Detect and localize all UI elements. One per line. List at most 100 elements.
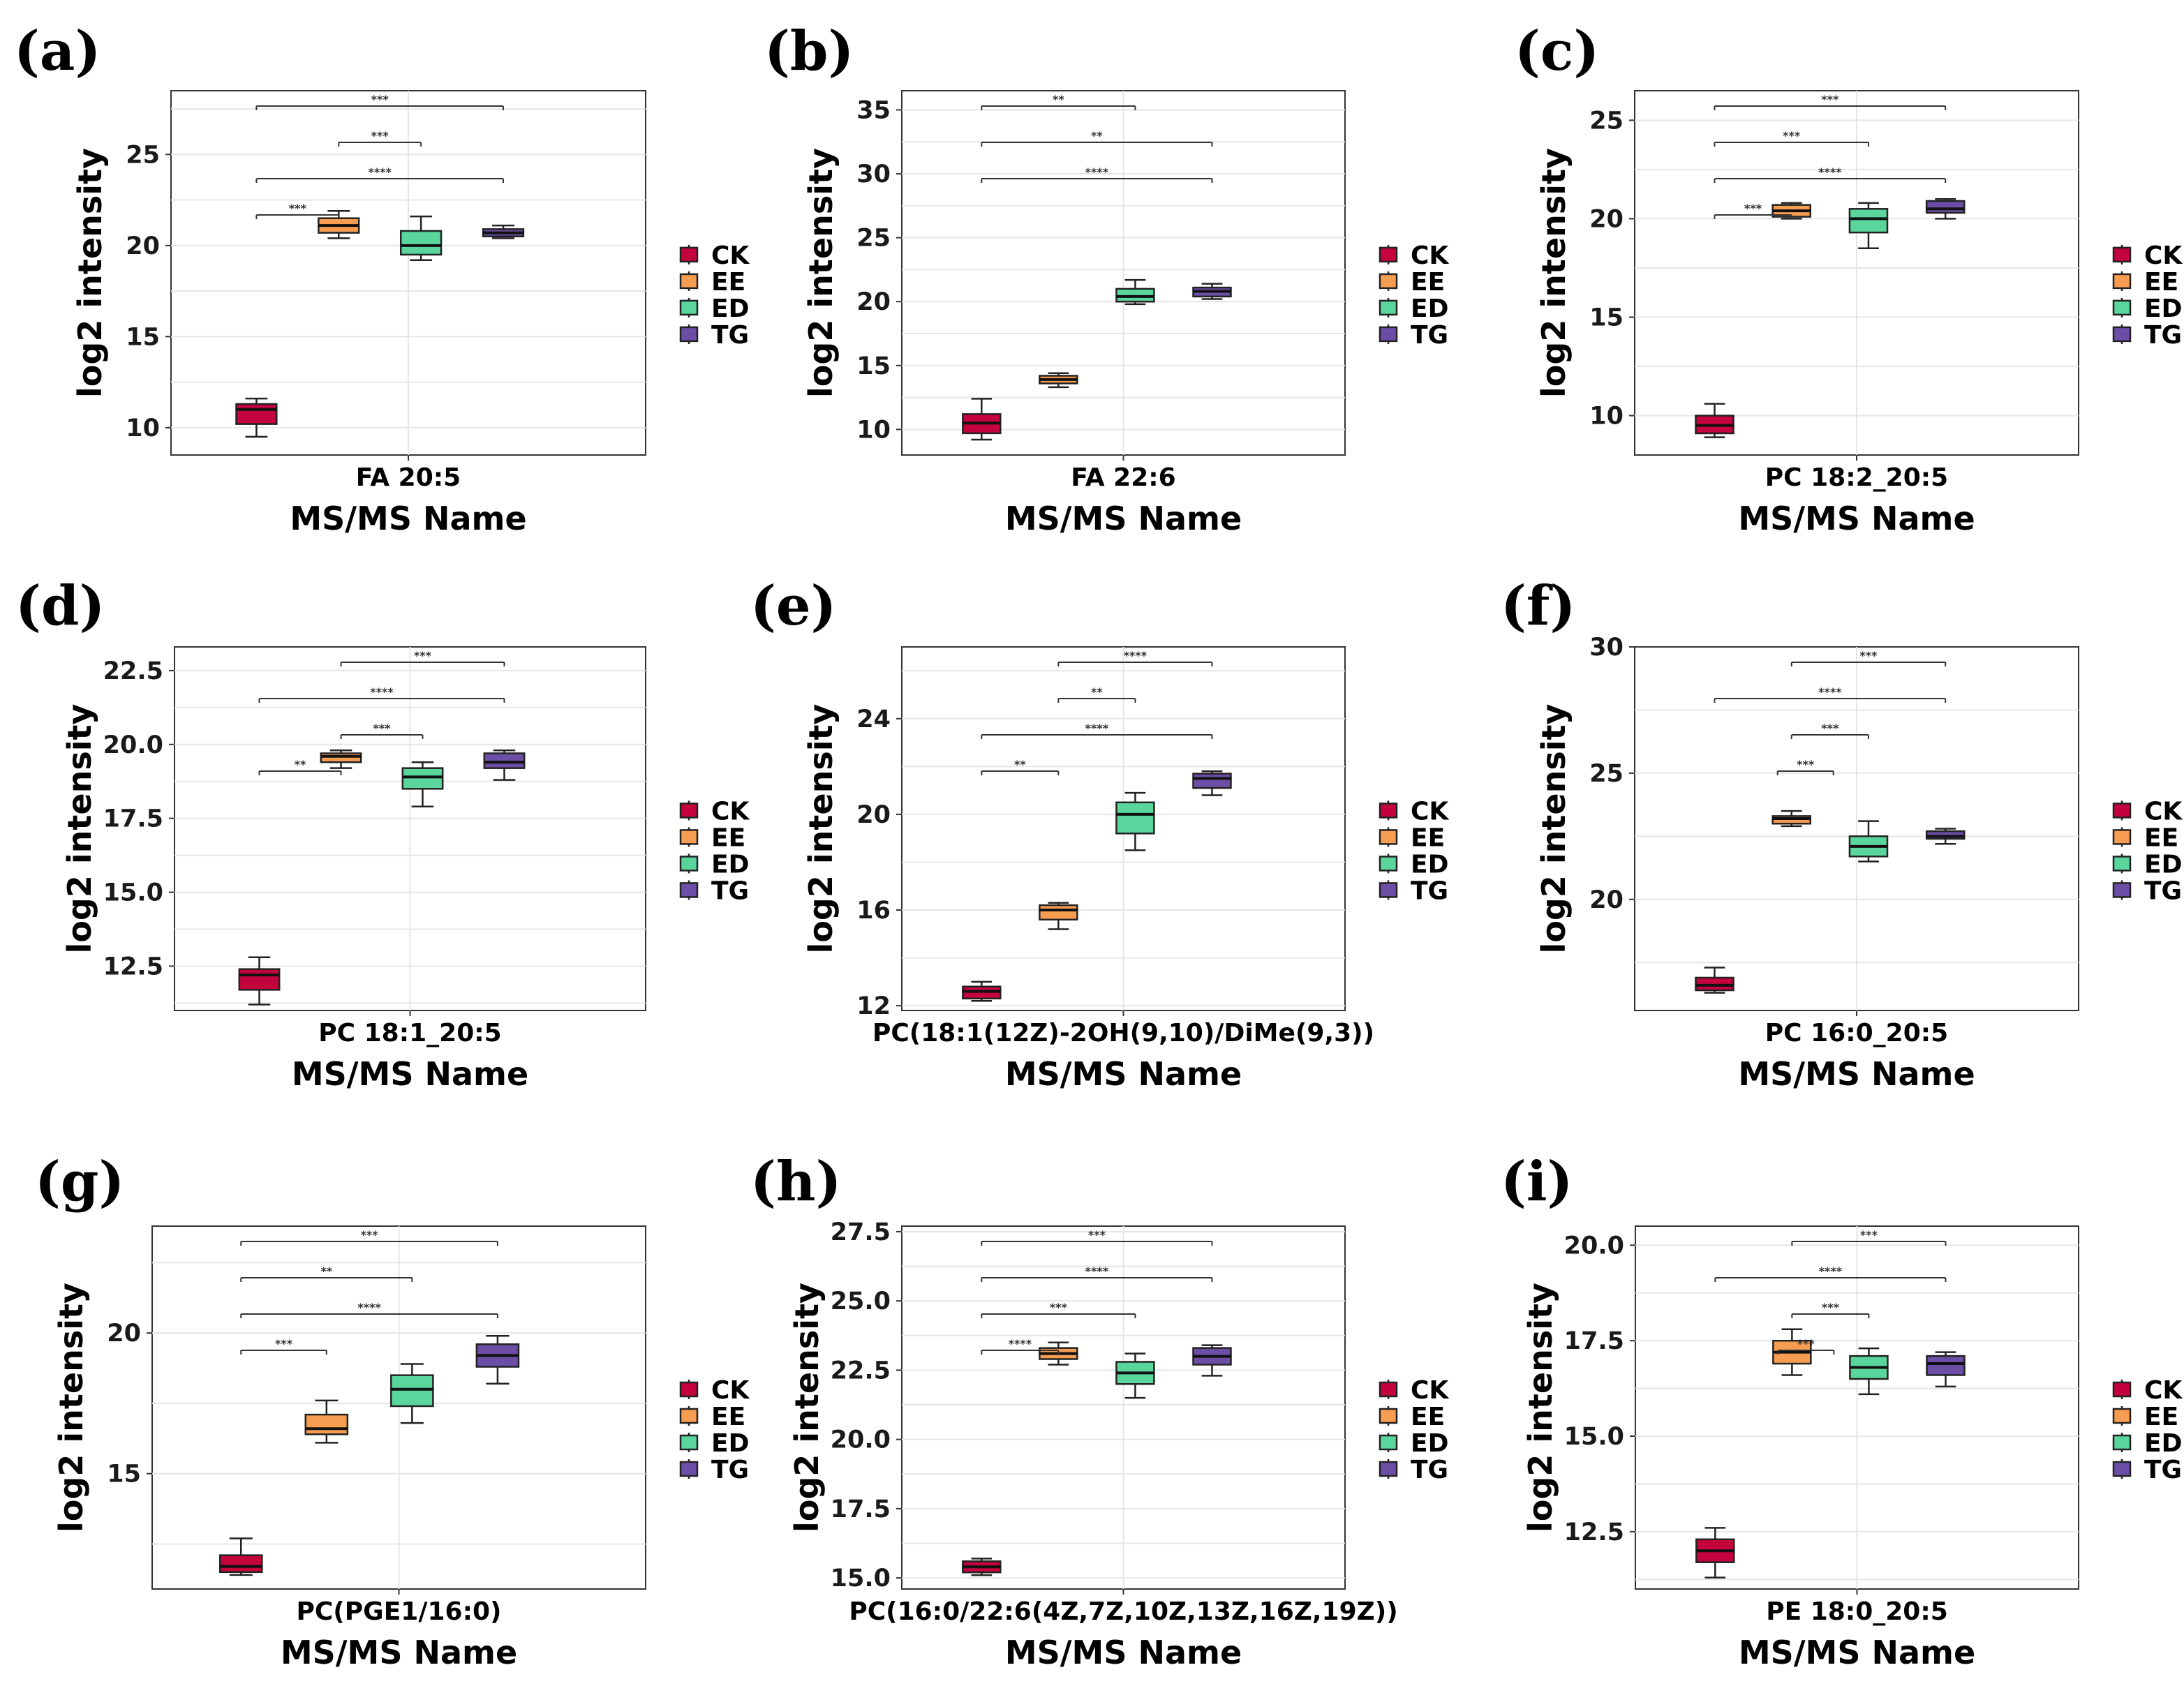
sig-label: *** <box>275 1337 293 1350</box>
y-tick-label: 15.0 <box>831 1565 891 1592</box>
sig-label: ** <box>1053 93 1064 106</box>
y-tick-label: 15 <box>1589 304 1624 331</box>
legend-key-tg <box>679 326 699 343</box>
significance-brackets: ************* <box>1714 649 1947 775</box>
y-tick-label: 15.0 <box>1564 1423 1624 1451</box>
legend-key-ck <box>2112 803 2132 819</box>
chart-panel-b: (b) 10 15 20 25 30 35 log2 intensity FA 22:6 MS/M… <box>764 20 1449 537</box>
legend-key-ee <box>2112 273 2132 290</box>
y-tick-label: 16 <box>856 897 891 925</box>
box-tg <box>1925 197 1966 220</box>
y-tick-label: 17.5 <box>831 1495 891 1523</box>
gridlines <box>902 647 1345 1010</box>
y-tick-label: 25 <box>1589 107 1624 135</box>
legend-key-tg <box>2112 882 2132 898</box>
sig-label: **** <box>357 1301 381 1314</box>
legend-key-ck <box>1379 1381 1398 1398</box>
y-tick-label: 25 <box>856 225 891 253</box>
sig-label: *** <box>1050 1301 1068 1314</box>
significance-brackets: ************* <box>1714 93 1947 219</box>
legend-key-ck <box>679 1381 699 1398</box>
box-ck <box>962 398 1002 441</box>
legend-key-ed <box>2112 1434 2132 1451</box>
legend-label-ck: CK <box>711 241 750 270</box>
legend-label-ee: EE <box>711 268 745 297</box>
box-ee <box>320 749 362 769</box>
y-tick-label: 30 <box>856 161 891 188</box>
y-tick-label: 30 <box>1589 634 1624 662</box>
box-tg <box>1926 1351 1966 1388</box>
legend-label-ck: CK <box>1411 797 1449 826</box>
chart-panel-c: (c) 10 15 20 25 log2 intensity PC 18:2_20:5 MS/… <box>1515 20 2183 537</box>
legend-key-tg <box>2112 326 2132 343</box>
legend-label-tg: TG <box>2144 321 2182 350</box>
legend-key-ck <box>1379 246 1398 263</box>
y-axis-label: log2 intensity <box>71 148 109 398</box>
sig-label: *** <box>1859 649 1878 662</box>
y-tick-label: 20 <box>1589 886 1624 914</box>
box-ed <box>399 215 443 261</box>
y-axis-label: log2 intensity <box>1535 704 1573 954</box>
legend-label-ck: CK <box>711 1376 750 1405</box>
box-tg <box>1192 283 1232 300</box>
legend-key-ed <box>1379 1434 1398 1451</box>
legend-label-ee: EE <box>2144 1403 2178 1431</box>
gridlines <box>174 647 646 1010</box>
x-axis-label: MS/MS Name <box>1005 500 1242 537</box>
sig-label: ** <box>1091 129 1103 142</box>
box-ck <box>1695 1527 1735 1579</box>
legend-key-ee <box>1379 1408 1398 1424</box>
box-ck <box>962 980 1002 1002</box>
box-ee <box>1039 372 1078 389</box>
y-tick-label: 10 <box>126 415 160 442</box>
legend-key-ee <box>1379 273 1398 290</box>
y-tick-label: 20 <box>107 1320 141 1348</box>
legend-label-ee: EE <box>711 823 745 852</box>
legend-label-ed: ED <box>1411 294 1448 323</box>
panel-label: (g) <box>35 1150 124 1214</box>
box-body <box>483 752 526 769</box>
y-tick-label: 35 <box>856 96 891 124</box>
legend-key-ck <box>2112 246 2132 263</box>
significance-brackets: ************* <box>255 93 504 219</box>
sig-label: *** <box>371 93 389 106</box>
legend-label-tg: TG <box>711 1456 749 1484</box>
x-axis-label: MS/MS Name <box>1738 1055 1975 1093</box>
legend-label-ed: ED <box>1411 1429 1448 1458</box>
box-ed <box>401 761 444 807</box>
panel-label: (d) <box>15 574 105 638</box>
legend-key-ed <box>1379 299 1398 316</box>
legend-label-tg: TG <box>711 876 749 905</box>
x-axis-label: MS/MS Name <box>1738 500 1975 537</box>
legend-label-ee: EE <box>1411 1403 1445 1431</box>
x-tick-label: PC 18:2_20:5 <box>1765 463 1948 492</box>
x-tick-label: PC 16:0_20:5 <box>1765 1019 1948 1047</box>
box-ed <box>1848 820 1889 863</box>
sig-label: *** <box>1744 202 1762 215</box>
panel-label: (a) <box>14 20 101 83</box>
legend-label-ee: EE <box>2144 823 2178 852</box>
legend-key-ck <box>679 246 699 263</box>
significance-brackets: ************ <box>240 1228 498 1355</box>
box-body <box>218 1554 263 1574</box>
y-tick-label: 25 <box>126 141 160 169</box>
box-body <box>235 403 278 425</box>
legend-key-ed <box>679 1434 699 1451</box>
box-ck <box>1695 403 1734 438</box>
legend-key-tg <box>2112 1461 2132 1477</box>
sig-label: ** <box>295 758 306 771</box>
y-tick-label: 12.5 <box>103 953 163 980</box>
sig-label: *** <box>1822 1301 1840 1314</box>
sig-label: **** <box>1818 685 1842 699</box>
y-tick-label: 10 <box>1589 403 1624 431</box>
x-axis-label: MS/MS Name <box>290 500 526 537</box>
sig-label: *** <box>1860 1228 1878 1241</box>
box-tg <box>475 1334 520 1385</box>
